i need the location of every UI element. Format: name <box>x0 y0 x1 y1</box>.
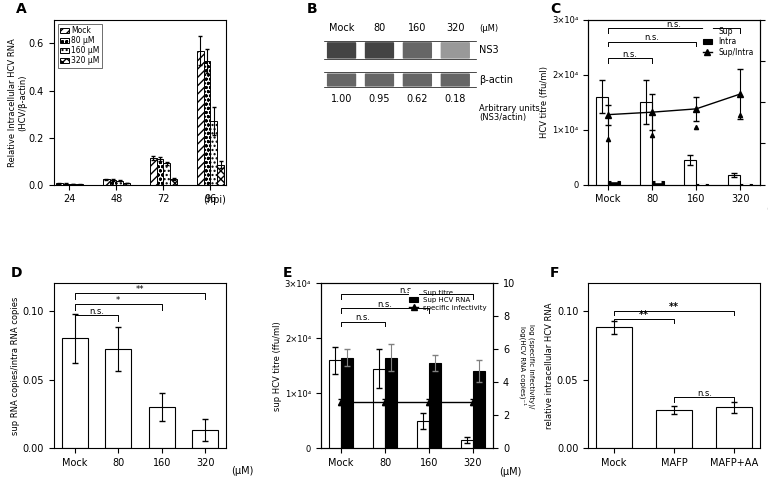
Text: n.s.: n.s. <box>399 286 415 295</box>
Text: *: * <box>116 296 121 305</box>
Bar <box>329 361 341 448</box>
Text: n.s.: n.s. <box>623 50 637 59</box>
Bar <box>149 407 175 448</box>
Legend: Sup, Intra, Sup/Intra: Sup, Intra, Sup/Intra <box>700 24 756 60</box>
Y-axis label: sup HCV titre (ffu/ml): sup HCV titre (ffu/ml) <box>273 321 282 411</box>
Text: 80: 80 <box>373 23 386 33</box>
Text: (μM): (μM) <box>499 468 521 478</box>
Text: (hpi): (hpi) <box>204 195 226 205</box>
Bar <box>103 179 110 185</box>
FancyBboxPatch shape <box>365 42 394 59</box>
Text: E: E <box>283 266 293 280</box>
Text: Mock: Mock <box>329 23 354 33</box>
Text: 320: 320 <box>446 23 465 33</box>
Bar <box>124 183 130 185</box>
Text: NS3: NS3 <box>479 45 499 55</box>
Text: β-actin: β-actin <box>479 75 514 85</box>
Bar <box>385 358 397 448</box>
Bar <box>652 181 664 185</box>
Text: (μM): (μM) <box>479 24 498 33</box>
Bar <box>596 97 608 185</box>
Text: B: B <box>307 2 318 16</box>
Text: n.s.: n.s. <box>697 389 712 398</box>
Text: 0.62: 0.62 <box>406 94 428 104</box>
Text: **: ** <box>669 302 679 312</box>
Bar <box>596 327 632 448</box>
FancyBboxPatch shape <box>327 73 356 87</box>
Bar <box>150 158 157 185</box>
Text: Arbitrary units: Arbitrary units <box>479 105 540 114</box>
Bar <box>117 181 124 185</box>
Text: n.s.: n.s. <box>356 313 370 322</box>
Bar <box>197 50 204 185</box>
Bar <box>170 179 177 185</box>
Text: (NS3/actin): (NS3/actin) <box>479 113 527 122</box>
Bar <box>417 421 429 448</box>
Text: A: A <box>16 2 27 16</box>
Y-axis label: HCV titre (ffu/ml): HCV titre (ffu/ml) <box>540 66 549 138</box>
FancyBboxPatch shape <box>402 73 432 87</box>
Bar <box>217 165 224 185</box>
Bar <box>341 358 353 448</box>
Bar <box>56 183 62 185</box>
Text: **: ** <box>639 310 649 320</box>
Bar <box>204 61 210 185</box>
Bar <box>640 102 652 185</box>
Bar <box>473 372 485 448</box>
Bar <box>164 163 170 185</box>
Bar <box>372 369 385 448</box>
Text: 0.95: 0.95 <box>369 94 390 104</box>
Bar <box>728 175 740 185</box>
Text: 160: 160 <box>409 23 426 33</box>
Text: (μM): (μM) <box>766 204 768 214</box>
FancyBboxPatch shape <box>441 42 470 59</box>
Bar <box>110 180 117 185</box>
Bar <box>608 181 621 185</box>
Text: n.s.: n.s. <box>644 33 660 42</box>
Text: n.s.: n.s. <box>667 19 682 28</box>
FancyBboxPatch shape <box>327 42 356 59</box>
Text: n.s.: n.s. <box>378 299 392 309</box>
Bar <box>69 184 76 185</box>
Bar <box>684 160 696 185</box>
Legend: Mock, 80 μM, 160 μM, 320 μM: Mock, 80 μM, 160 μM, 320 μM <box>58 24 102 68</box>
Text: 0.18: 0.18 <box>445 94 466 104</box>
Bar <box>192 430 218 448</box>
FancyBboxPatch shape <box>365 73 394 87</box>
Bar <box>61 338 88 448</box>
Text: D: D <box>11 266 22 280</box>
Text: **: ** <box>136 285 144 294</box>
FancyBboxPatch shape <box>402 42 432 59</box>
Bar <box>696 184 708 185</box>
Bar <box>429 363 442 448</box>
Bar <box>62 184 69 185</box>
Y-axis label: sup RNA copies/intra RNA copies: sup RNA copies/intra RNA copies <box>11 297 20 435</box>
Bar <box>656 410 692 448</box>
Bar <box>461 440 473 448</box>
Text: n.s.: n.s. <box>89 307 104 316</box>
Bar <box>210 121 217 185</box>
Bar <box>105 350 131 448</box>
Bar <box>717 407 753 448</box>
Text: (μM): (μM) <box>231 466 253 476</box>
Bar <box>157 159 164 185</box>
Legend: Sup titre, Sup HCV RNA, specific infectivity: Sup titre, Sup HCV RNA, specific infecti… <box>407 287 490 313</box>
Y-axis label: relative intracellular HCV RNA: relative intracellular HCV RNA <box>545 303 554 429</box>
Text: F: F <box>550 266 560 280</box>
FancyBboxPatch shape <box>441 73 470 87</box>
Text: 1.00: 1.00 <box>331 94 353 104</box>
Y-axis label: Relative Intracellular HCV RNA
(HCV/β-actin): Relative Intracellular HCV RNA (HCV/β-ac… <box>8 38 28 167</box>
Text: C: C <box>550 2 561 16</box>
Y-axis label: log (specific infectivity)/
log(HCV RNA copies)⁻¹: log (specific infectivity)/ log(HCV RNA … <box>519 324 535 408</box>
